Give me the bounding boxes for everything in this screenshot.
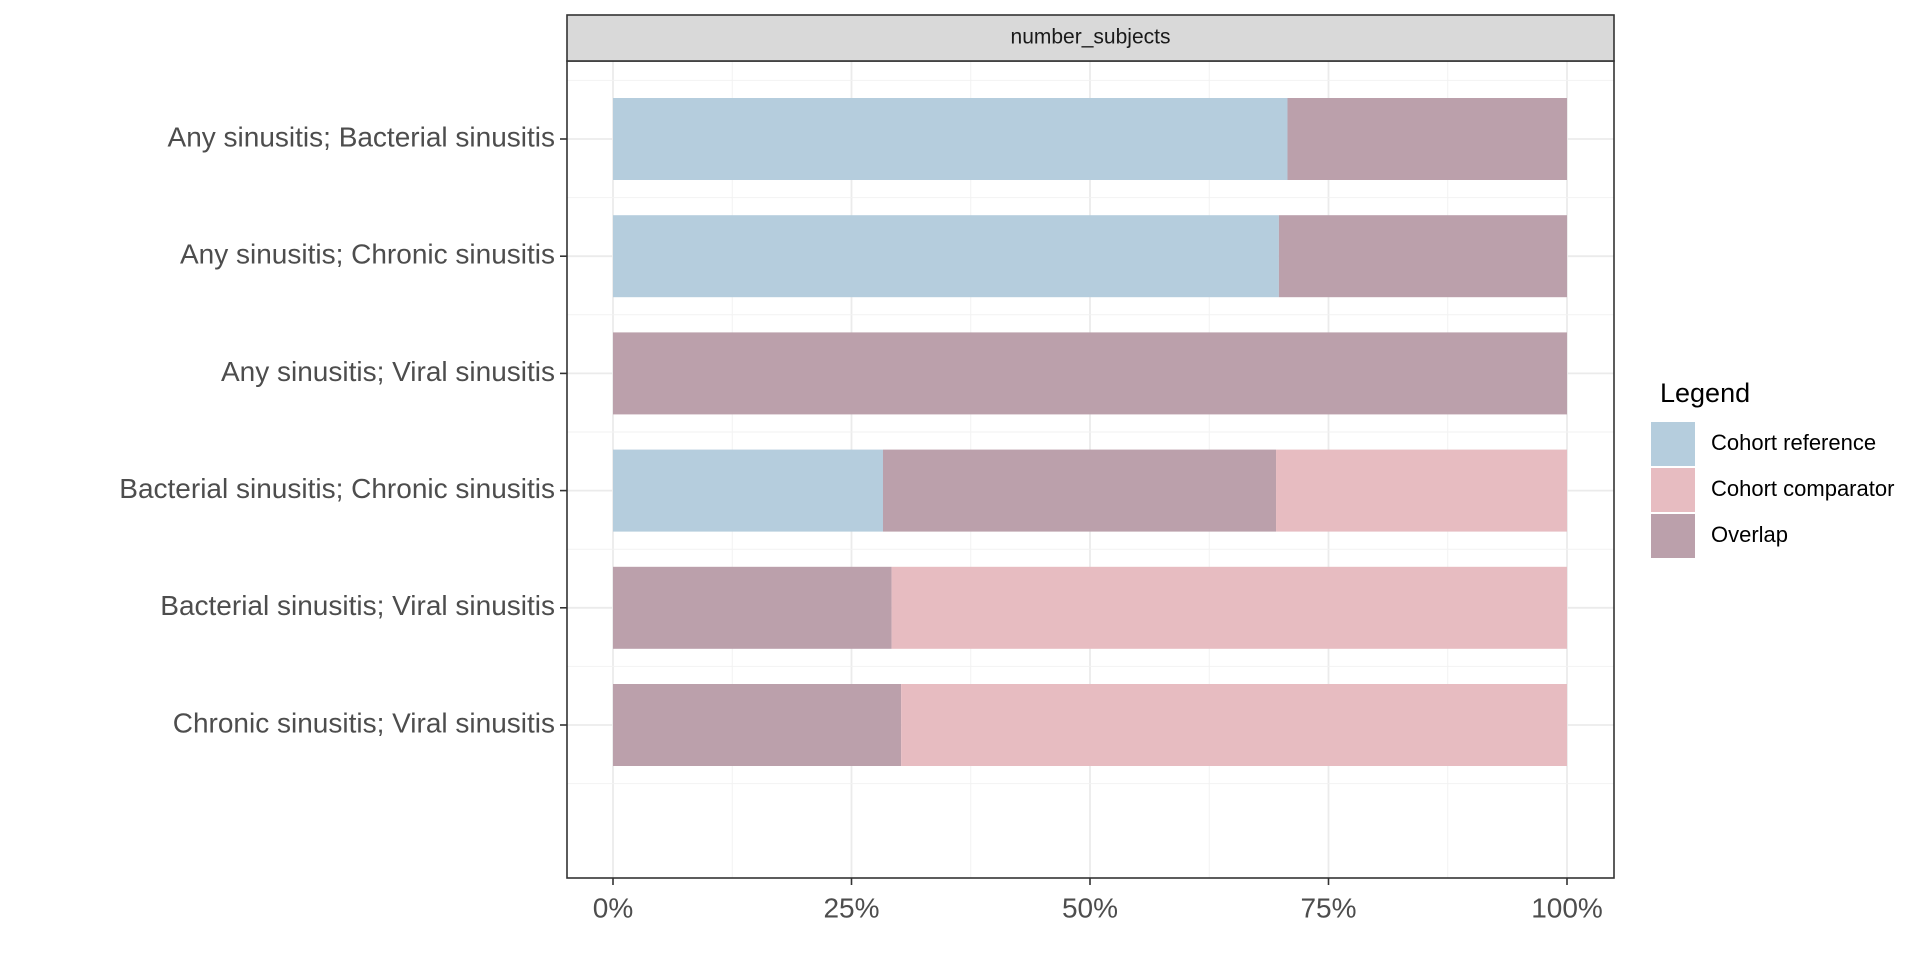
legend-label: Overlap bbox=[1711, 522, 1788, 547]
x-tick-label: 25% bbox=[823, 892, 879, 923]
x-tick-label: 75% bbox=[1300, 892, 1356, 923]
bar-segment bbox=[613, 684, 902, 766]
facet-strip-background bbox=[566, 14, 1615, 62]
y-tick-label: Chronic sinusitis; Viral sinusitis bbox=[173, 707, 555, 738]
bar-segment bbox=[613, 449, 883, 532]
y-tick-label: Any sinusitis; Viral sinusitis bbox=[221, 356, 555, 387]
x-tick-label: 0% bbox=[593, 892, 633, 923]
legend-key bbox=[1651, 514, 1695, 558]
legend-key bbox=[1651, 422, 1695, 466]
bar-segment bbox=[1276, 449, 1567, 532]
x-axis: 0% 25% 50% 75% 100% bbox=[593, 878, 1603, 923]
y-tick-label: Bacterial sinusitis; Chronic sinusitis bbox=[119, 473, 555, 504]
bar-segment bbox=[1287, 98, 1567, 180]
legend-label: Cohort comparator bbox=[1711, 476, 1894, 501]
bar-segment bbox=[613, 566, 892, 649]
facet-strip: number_subjects bbox=[566, 14, 1615, 62]
bar-segment bbox=[613, 98, 1288, 180]
y-tick-label: Any sinusitis; Chronic sinusitis bbox=[180, 239, 555, 270]
bar-segment bbox=[882, 449, 1277, 532]
y-tick-label: Any sinusitis; Bacterial sinusitis bbox=[168, 121, 555, 152]
bar-segment bbox=[891, 566, 1567, 649]
legend: Legend Cohort reference Cohort comparator… bbox=[1651, 378, 1894, 558]
legend-key bbox=[1651, 468, 1695, 512]
legend-title: Legend bbox=[1660, 378, 1750, 408]
legend-label: Cohort reference bbox=[1711, 430, 1876, 455]
bar-segment bbox=[613, 215, 1279, 298]
bars-layer bbox=[613, 98, 1567, 766]
x-tick-label: 50% bbox=[1062, 892, 1118, 923]
bar-segment bbox=[1278, 215, 1567, 298]
y-tick-label: Bacterial sinusitis; Viral sinusitis bbox=[160, 590, 555, 621]
bar-segment bbox=[613, 332, 1567, 415]
facet-strip-label: number_subjects bbox=[1011, 26, 1171, 49]
bar-segment bbox=[901, 684, 1567, 766]
y-axis: Any sinusitis; Bacterial sinusitis Any si… bbox=[119, 121, 567, 738]
x-tick-label: 100% bbox=[1531, 892, 1603, 923]
